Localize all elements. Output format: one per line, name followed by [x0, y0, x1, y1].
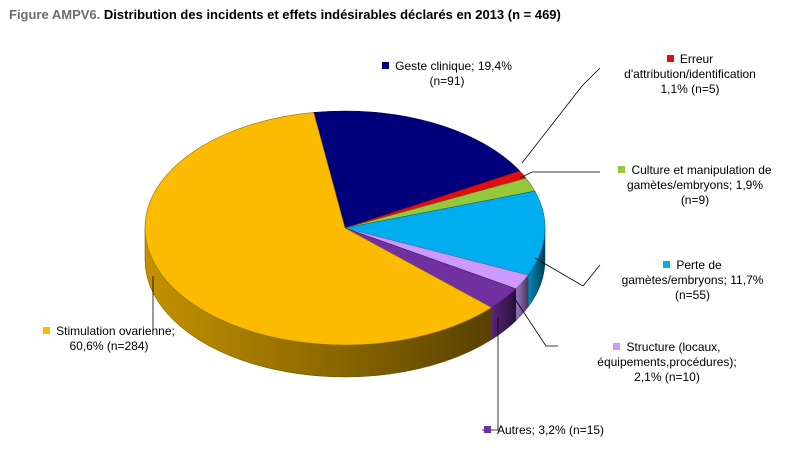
pie-slice-6: [144, 112, 493, 346]
leader-line-4: [512, 295, 558, 347]
slice-label-6: Stimulation ovarienne; 60,6% (n=284): [9, 324, 209, 354]
legend-swatch-6: [43, 327, 51, 334]
slice-label-text-0: Geste clinique; 19,4% (n=91): [395, 59, 512, 88]
slice-label-3: Perte de gamètes/embryons; 11,7% (n=55): [605, 258, 780, 303]
slice-label-text-4: Structure (locaux, équipements,procédure…: [597, 340, 737, 384]
slice-label-2: Culture et manipulation de gamètes/embry…: [605, 163, 785, 208]
slice-label-5: Autres; 3,2% (n=15): [484, 423, 654, 438]
slice-label-text-1: Erreur d'attribution/identification 1,1%…: [624, 52, 756, 96]
legend-swatch-0: [382, 62, 390, 69]
leader-line-2: [519, 171, 600, 179]
slice-label-0: Geste clinique; 19,4% (n=91): [352, 59, 542, 89]
legend-swatch-2: [618, 166, 626, 173]
slice-label-text-6: Stimulation ovarienne; 60,6% (n=284): [56, 324, 175, 353]
figure-title: Figure AMPV6. Distribution des incidents…: [9, 7, 561, 22]
pie-top: [144, 110, 546, 346]
legend-swatch-4: [613, 343, 621, 350]
leader-line-3: [534, 257, 601, 287]
legend-swatch-3: [663, 261, 671, 268]
pie-slice-3: [344, 190, 546, 276]
slice-label-1: Erreur d'attribution/identification 1,1%…: [605, 52, 775, 97]
figure-caption: Distribution des incidents et effets ind…: [103, 7, 561, 22]
pie-slice-0: [313, 110, 521, 229]
legend-swatch-5: [484, 426, 491, 433]
slice-label-text-3: Perte de gamètes/embryons; 11,7% (n=55): [621, 258, 764, 302]
figure-label: Figure AMPV6.: [9, 7, 101, 22]
slice-label-text-2: Culture et manipulation de gamètes/embry…: [626, 163, 772, 207]
slice-label-4: Structure (locaux, équipements,procédure…: [562, 340, 772, 385]
leader-line-1: [521, 67, 601, 164]
legend-swatch-1: [666, 55, 674, 62]
slice-label-text-5: Autres; 3,2% (n=15): [497, 423, 605, 437]
